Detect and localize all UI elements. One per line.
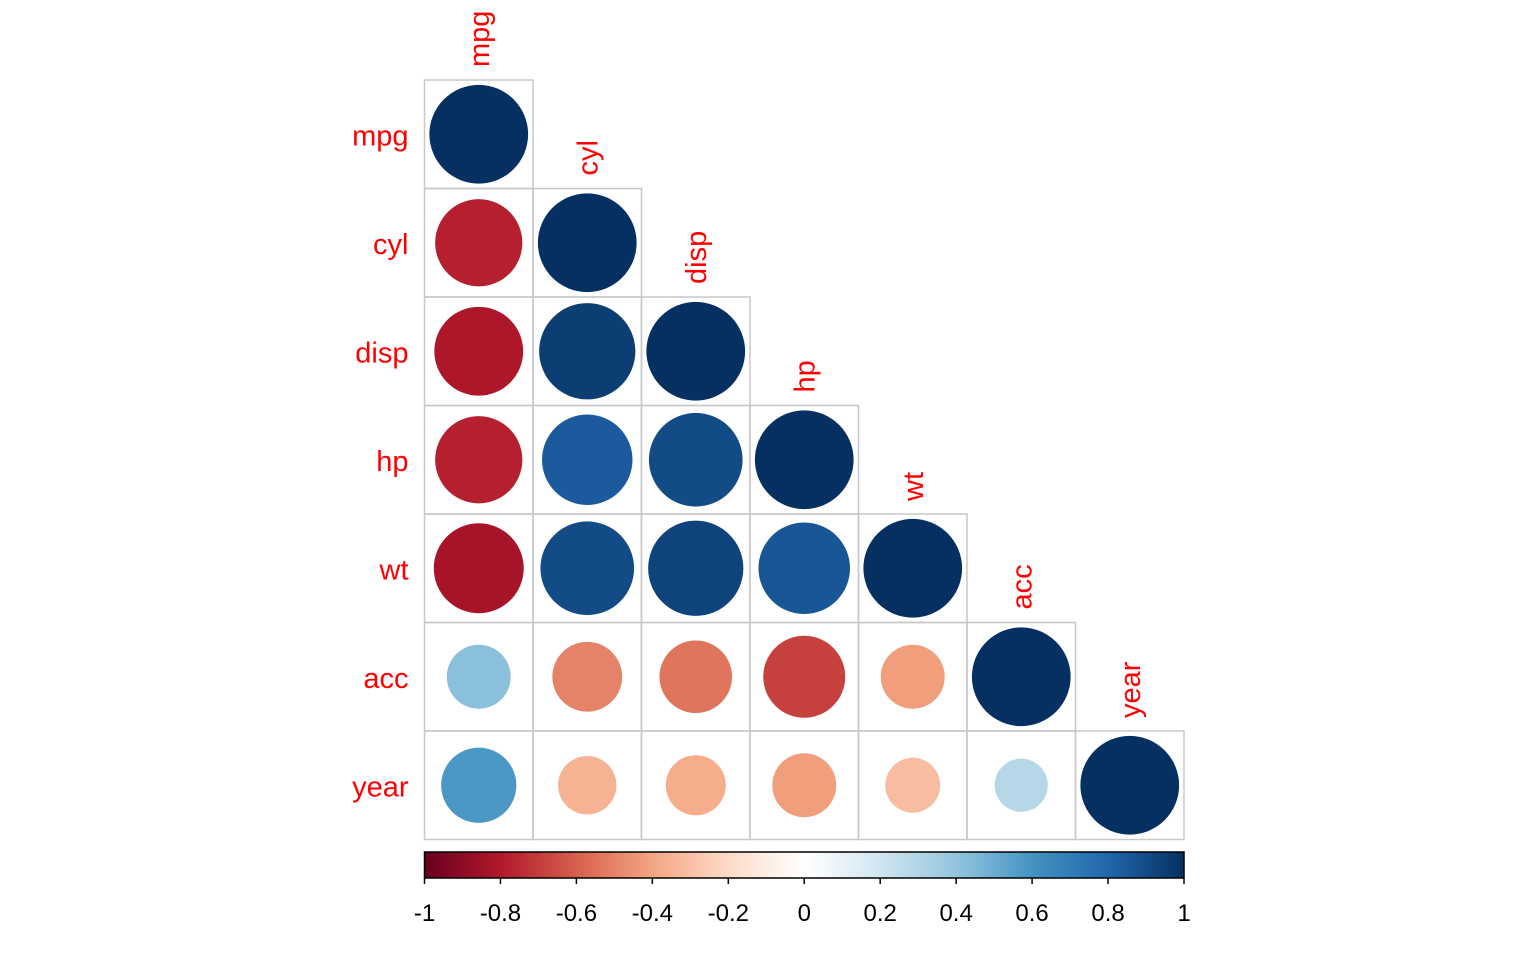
legend-tick-label: -0.8 [480, 900, 521, 927]
row-label-acc: acc [363, 663, 408, 695]
col-label-disp: disp [681, 231, 713, 284]
corr-circle-hp-mpg [435, 416, 523, 504]
corr-circle-acc-acc [971, 627, 1071, 727]
legend-tick-label: -1 [414, 900, 435, 927]
col-label-acc: acc [1006, 564, 1038, 609]
col-label-cyl: cyl [572, 140, 604, 175]
col-label-hp: hp [789, 360, 821, 392]
row-label-disp: disp [355, 337, 408, 369]
row-label-mpg: mpg [352, 120, 408, 152]
corr-circle-hp-cyl [542, 414, 633, 505]
corr-circle-hp-hp [754, 410, 854, 510]
corr-circle-disp-cyl [539, 303, 636, 400]
corr-circle-year-disp [665, 755, 726, 816]
corr-circle-year-wt [885, 757, 941, 813]
row-label-cyl: cyl [373, 229, 408, 261]
corr-circle-wt-wt [863, 518, 963, 618]
legend-tick-label: 0.6 [1015, 900, 1048, 927]
cell-year-year [1074, 730, 1185, 841]
legend-tick-label: 0.8 [1091, 900, 1124, 927]
corr-circle-hp-disp [648, 412, 743, 507]
corr-circle-acc-disp [659, 640, 733, 714]
legend-color-bar [423, 851, 1185, 879]
corr-circle-year-acc [994, 758, 1048, 812]
legend-tick-label: 0 [798, 900, 811, 927]
label-layer: mpg cyl disp hp wt acc year mpg cyl disp hp wt acc ye… [352, 11, 1147, 804]
corr-circle-disp-disp [646, 301, 746, 401]
circle-layer [429, 84, 1180, 835]
corr-circle-acc-cyl [552, 641, 623, 712]
col-label-mpg: mpg [464, 11, 496, 67]
corr-circle-acc-hp [763, 635, 846, 718]
corr-circle-acc-wt [880, 644, 945, 709]
legend-tick-label: -0.6 [556, 900, 597, 927]
col-label-wt: wt [898, 472, 930, 502]
grid-layer [423, 79, 1185, 841]
legend-tick-label: 1 [1177, 900, 1190, 927]
corr-circle-wt-disp [648, 520, 744, 616]
corr-circle-year-mpg [441, 747, 517, 823]
legend-tick-label: -0.2 [708, 900, 749, 927]
row-label-wt: wt [379, 554, 409, 586]
corr-circle-cyl-mpg [435, 199, 523, 287]
corr-circle-year-year [1080, 735, 1180, 835]
col-label-year: year [1115, 661, 1147, 718]
corr-circle-year-hp [772, 753, 837, 818]
row-label-hp: hp [376, 446, 408, 478]
corr-circle-wt-hp [758, 522, 851, 615]
corr-circle-year-cyl [558, 756, 617, 815]
corr-circle-acc-mpg [446, 644, 511, 709]
legend-tick-label: 0.4 [939, 900, 972, 927]
legend-tick-label: 0.2 [864, 900, 897, 927]
corr-circle-disp-mpg [434, 306, 524, 396]
corr-circle-cyl-cyl [537, 193, 637, 293]
color-legend: -1 -0.8 -0.6 -0.4 -0.2 0 0.2 0.4 0.6 0.8 1 [414, 851, 1191, 927]
corr-circle-wt-cyl [540, 521, 635, 616]
corr-circle-wt-mpg [433, 523, 524, 614]
legend-tick-label: -0.4 [632, 900, 673, 927]
corr-circle-mpg-mpg [429, 84, 529, 184]
row-label-year: year [352, 771, 409, 803]
